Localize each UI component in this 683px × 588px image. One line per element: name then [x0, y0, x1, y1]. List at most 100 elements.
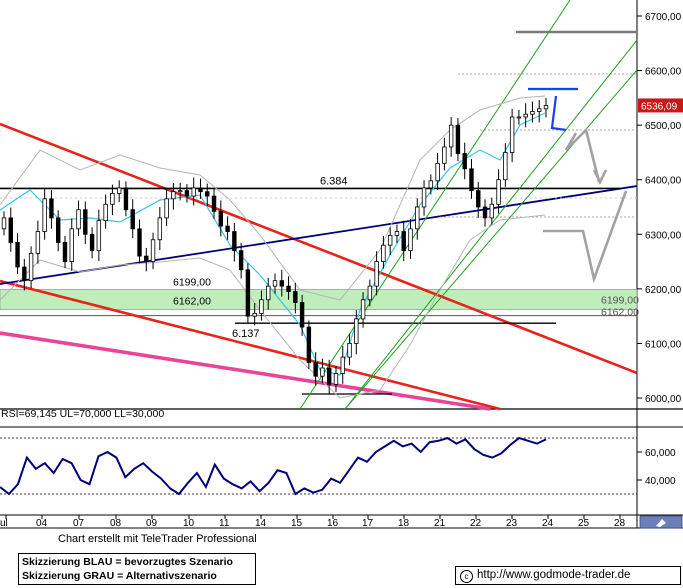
downtrend-lower-line [0, 279, 501, 411]
bollinger-upper [0, 95, 546, 301]
price-axis: 6000,00 6100,00 6200,00 6300,00 6400,00 6500,… [637, 12, 683, 405]
candle [130, 199, 135, 239]
candle-body [238, 250, 244, 271]
candle [225, 216, 230, 240]
candle [360, 292, 366, 328]
candle-body [28, 252, 34, 282]
candle [245, 263, 251, 323]
candle-body [428, 180, 434, 189]
candle-body [360, 299, 366, 320]
candle [69, 218, 74, 271]
legend-blue: Skizzierung BLAU = bevorzugtes Szenario [22, 556, 233, 568]
candle [293, 282, 298, 314]
candle [177, 182, 183, 201]
candle-body [218, 210, 223, 227]
candle-body [503, 152, 508, 181]
candle-body [232, 231, 237, 252]
candle [306, 320, 312, 370]
candle [326, 359, 332, 395]
candle-body [320, 367, 325, 377]
pen-glyph [656, 519, 666, 527]
candle-body [313, 362, 318, 377]
candle [333, 366, 339, 392]
bollinger-bands [0, 95, 546, 399]
date-tick-label: 21 [434, 518, 446, 529]
candle [381, 235, 386, 269]
candle-body [543, 105, 549, 110]
candle [22, 258, 27, 291]
date-tick-label: 28 [614, 518, 626, 529]
candle [428, 174, 434, 195]
candle-body [225, 225, 230, 232]
candle [272, 273, 278, 294]
candle [89, 227, 95, 259]
downtrend-upper-line [0, 122, 638, 375]
candle-body [293, 291, 298, 303]
candle [347, 333, 352, 366]
date-tick-label: 24 [542, 518, 554, 529]
scenario-legend: Skizzierung BLAU = bevorzugtes Szenario … [18, 553, 256, 585]
candle-body [394, 231, 400, 236]
candle-body [150, 239, 156, 262]
candle-body [184, 190, 190, 197]
website-link[interactable]: c http://www.godmode-trader.de [455, 566, 681, 585]
candle [523, 103, 528, 128]
candle-body [1, 217, 7, 230]
candle [76, 200, 81, 236]
candle-body [49, 198, 54, 219]
candle-body [89, 233, 95, 252]
candle [49, 190, 54, 229]
moving-average [0, 112, 546, 376]
chart-credit: Chart erstellt mit TeleTrader Profession… [58, 533, 257, 545]
candle-body [374, 261, 379, 287]
candle [184, 184, 190, 203]
candle-body [489, 203, 494, 219]
date-tick-label: 23 [506, 518, 518, 529]
candle [198, 178, 203, 199]
date-tick-label: 10 [183, 518, 195, 529]
candle [476, 181, 481, 218]
candle [1, 211, 7, 236]
copyright-icon: c [460, 570, 473, 583]
candle-body [76, 209, 81, 230]
candle-body [177, 190, 183, 193]
price-tick-label: 6600,00 [645, 67, 682, 78]
legend-gray: Skizzierung GRAU = Alternativszenario [22, 570, 217, 582]
date-tick-label: ul [0, 518, 8, 529]
candle [123, 181, 129, 217]
level-label-6199-right: 6199,00 [601, 294, 639, 306]
candle [211, 188, 217, 220]
price-tick-label: 6300,00 [645, 230, 682, 241]
candle-body [144, 255, 149, 262]
candle-body [259, 299, 264, 314]
price-tick-label: 6100,00 [645, 339, 682, 350]
candle [157, 207, 163, 251]
date-tick-label: 08 [110, 518, 122, 529]
candle [455, 118, 461, 162]
pink-trendline [0, 331, 491, 411]
uptrend-channel-upper [299, 0, 571, 410]
candle [144, 247, 149, 272]
candle [367, 279, 373, 307]
price-tick-label: 6700,00 [645, 12, 682, 23]
candle [110, 184, 115, 216]
level-label-6384: 6.384 [320, 175, 348, 187]
scenario-sketches [528, 87, 628, 284]
candle-body [69, 228, 74, 262]
candle-body [35, 231, 41, 254]
rsi-tick-label: 40,000 [645, 476, 676, 487]
candle-body [62, 242, 68, 262]
price-tick-label: 6200,00 [645, 285, 682, 296]
candle-body [8, 217, 13, 243]
candle-body [56, 217, 61, 243]
price-tick-label: 6400,00 [645, 176, 682, 187]
candle [35, 220, 41, 264]
level-label-6162-right: 6162,00 [601, 307, 639, 319]
candle-body [448, 124, 454, 148]
price-tick-label: 6500,00 [645, 121, 682, 132]
bollinger-lower [0, 214, 546, 399]
pen-icon[interactable] [639, 515, 683, 529]
candle [8, 207, 13, 252]
date-axis: ul 04 07 08 09 10 11 14 15 16 17 18 21 22 23 24 25 28 [0, 515, 626, 529]
